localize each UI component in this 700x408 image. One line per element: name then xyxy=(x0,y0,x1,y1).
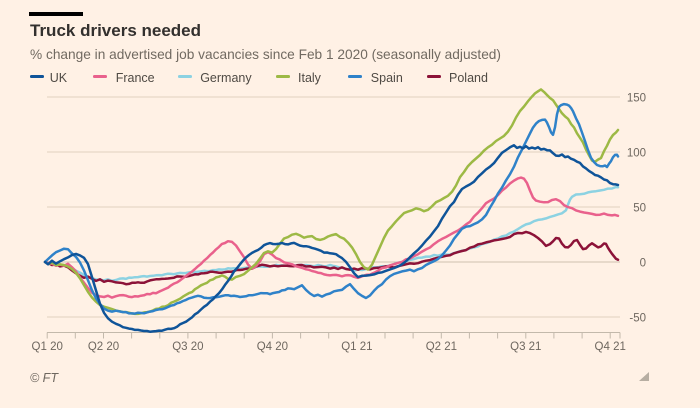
svg-text:150: 150 xyxy=(627,93,646,105)
svg-text:Q4 20: Q4 20 xyxy=(257,341,288,353)
svg-text:Q1 21: Q1 21 xyxy=(341,341,372,353)
svg-text:Q3 21: Q3 21 xyxy=(510,341,541,353)
svg-text:0: 0 xyxy=(640,258,646,270)
svg-text:-50: -50 xyxy=(629,313,646,325)
svg-text:100: 100 xyxy=(627,148,646,160)
svg-text:Q1 20: Q1 20 xyxy=(32,341,63,353)
svg-text:Q2 21: Q2 21 xyxy=(426,341,457,353)
svg-text:50: 50 xyxy=(633,203,646,215)
svg-text:Q3 20: Q3 20 xyxy=(172,341,203,353)
svg-text:Q2 20: Q2 20 xyxy=(88,341,119,353)
svg-text:Q4 21: Q4 21 xyxy=(595,341,626,353)
